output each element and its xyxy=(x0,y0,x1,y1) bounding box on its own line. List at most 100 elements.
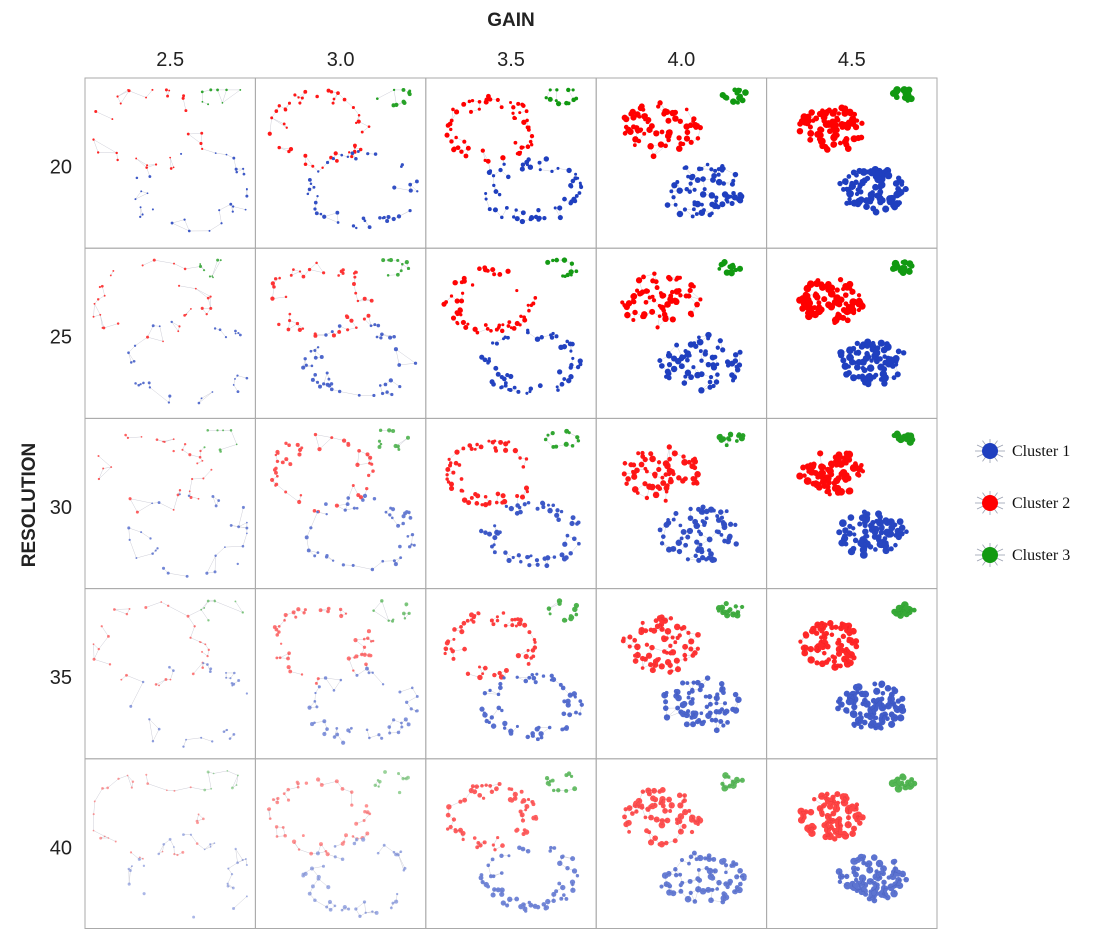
node xyxy=(487,357,491,361)
node xyxy=(177,330,180,333)
node xyxy=(404,602,409,607)
node xyxy=(530,143,534,147)
node xyxy=(841,109,849,117)
node xyxy=(459,477,464,481)
node xyxy=(901,267,909,274)
node xyxy=(354,121,358,125)
nodes xyxy=(272,599,419,745)
edge xyxy=(127,436,142,439)
edges xyxy=(272,259,416,396)
edge xyxy=(373,610,389,621)
node xyxy=(687,515,694,521)
node xyxy=(568,269,574,275)
node xyxy=(895,175,902,181)
node xyxy=(214,554,217,557)
node xyxy=(361,498,365,502)
edge xyxy=(120,90,130,104)
node xyxy=(536,217,541,222)
node xyxy=(641,113,648,120)
node xyxy=(380,736,384,740)
node xyxy=(498,167,503,173)
edge xyxy=(102,286,105,296)
node xyxy=(565,533,570,538)
node xyxy=(298,101,302,105)
node xyxy=(168,394,172,398)
node xyxy=(180,152,183,155)
node xyxy=(684,369,692,376)
edge xyxy=(136,553,153,559)
node xyxy=(299,493,303,497)
node xyxy=(866,364,875,372)
edge xyxy=(332,92,339,104)
node xyxy=(202,477,205,480)
node xyxy=(637,128,643,133)
edge xyxy=(325,677,335,691)
node xyxy=(877,356,883,362)
node xyxy=(148,386,152,389)
node xyxy=(245,376,249,380)
node xyxy=(676,548,683,555)
graph-cell xyxy=(254,77,427,249)
node xyxy=(408,188,413,193)
edge xyxy=(103,323,119,329)
node xyxy=(133,344,137,347)
node xyxy=(410,686,414,690)
node xyxy=(286,327,291,332)
node xyxy=(201,650,203,653)
node xyxy=(500,155,505,161)
node xyxy=(315,705,319,709)
node xyxy=(518,456,522,460)
node xyxy=(140,435,143,438)
node xyxy=(864,342,871,349)
nodes xyxy=(443,598,584,742)
node xyxy=(838,455,844,460)
node xyxy=(345,502,350,507)
node xyxy=(531,301,536,306)
node xyxy=(457,307,463,313)
node xyxy=(316,510,319,514)
node xyxy=(188,453,192,457)
edge xyxy=(207,664,211,672)
edge xyxy=(395,349,400,366)
node xyxy=(154,163,158,166)
node xyxy=(191,672,195,676)
edge xyxy=(233,378,236,386)
nodes xyxy=(270,428,416,572)
node xyxy=(401,611,406,616)
node xyxy=(519,145,524,150)
node xyxy=(516,553,521,558)
node xyxy=(510,623,515,628)
nodes xyxy=(92,88,249,233)
graph-cell xyxy=(254,417,427,590)
node xyxy=(624,311,631,319)
node xyxy=(495,371,501,377)
node xyxy=(168,665,171,669)
node xyxy=(827,460,835,468)
node xyxy=(709,354,716,361)
node xyxy=(842,527,849,534)
node xyxy=(284,295,288,299)
node xyxy=(356,299,360,303)
node xyxy=(319,212,323,216)
node xyxy=(392,217,396,221)
node xyxy=(206,655,209,658)
edge xyxy=(188,132,202,135)
node xyxy=(885,530,893,538)
node xyxy=(516,150,522,156)
node xyxy=(473,447,477,451)
node xyxy=(503,623,508,628)
node xyxy=(403,717,408,722)
node xyxy=(895,348,902,355)
graph-cell xyxy=(254,247,427,419)
node xyxy=(111,118,114,120)
node xyxy=(493,524,497,528)
node xyxy=(355,673,359,677)
node xyxy=(678,523,683,528)
node xyxy=(214,152,217,155)
node xyxy=(307,267,312,272)
node xyxy=(553,206,557,210)
edge xyxy=(95,111,113,120)
node xyxy=(388,335,393,340)
node xyxy=(315,94,319,99)
node xyxy=(350,154,354,159)
